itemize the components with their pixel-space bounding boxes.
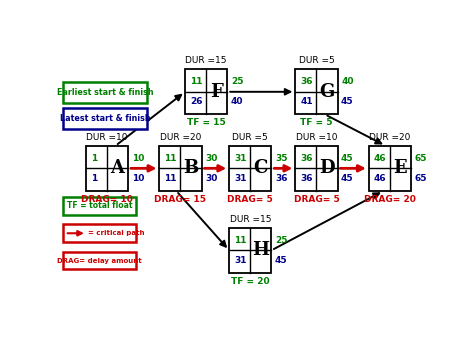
Text: TF = 15: TF = 15 [187, 119, 226, 127]
Text: DUR =10: DUR =10 [86, 133, 128, 142]
Text: DRAG= 5: DRAG= 5 [228, 195, 273, 204]
Text: H: H [252, 241, 269, 260]
Text: 10: 10 [132, 154, 144, 163]
Text: DUR =15: DUR =15 [185, 56, 227, 65]
Text: 11: 11 [164, 174, 177, 183]
Text: B: B [183, 159, 199, 178]
Text: 45: 45 [341, 174, 354, 183]
Text: DUR =15: DUR =15 [229, 215, 271, 224]
Bar [159, 146, 201, 191]
Text: TF = 5: TF = 5 [300, 119, 333, 127]
Text: 25: 25 [231, 77, 243, 86]
Text: 36: 36 [301, 77, 313, 86]
Text: 31: 31 [234, 154, 247, 163]
Text: 36: 36 [275, 174, 287, 183]
Text: DRAG= 20: DRAG= 20 [364, 195, 416, 204]
Text: TF = total float: TF = total float [67, 201, 132, 211]
Text: 40: 40 [231, 97, 243, 106]
Text: 25: 25 [275, 236, 287, 245]
Text: 45: 45 [341, 97, 354, 106]
Text: DUR =20: DUR =20 [369, 133, 410, 142]
Text: 1: 1 [91, 154, 97, 163]
Text: 35: 35 [275, 154, 287, 163]
Bar [295, 146, 337, 191]
Text: 40: 40 [341, 77, 354, 86]
Text: Latest start & finish: Latest start & finish [60, 114, 150, 123]
Text: 31: 31 [234, 256, 247, 265]
Text: A: A [110, 159, 125, 178]
Text: 36: 36 [301, 174, 313, 183]
Text: 1: 1 [91, 174, 97, 183]
Text: DRAG= 10: DRAG= 10 [81, 195, 133, 204]
Bar [63, 108, 147, 129]
Bar [295, 69, 337, 114]
Text: D: D [319, 159, 335, 178]
Text: 31: 31 [234, 174, 247, 183]
Text: Earliest start & finish: Earliest start & finish [57, 88, 154, 97]
Text: DUR =5: DUR =5 [232, 133, 268, 142]
Bar [63, 82, 147, 103]
Text: E: E [393, 159, 407, 178]
Text: DRAG= 15: DRAG= 15 [155, 195, 207, 204]
Text: 46: 46 [374, 154, 386, 163]
Bar [369, 146, 411, 191]
Text: 11: 11 [234, 236, 247, 245]
Text: 65: 65 [415, 154, 427, 163]
Text: G: G [319, 83, 335, 101]
Bar [229, 228, 272, 273]
Text: 65: 65 [415, 174, 427, 183]
Bar [86, 146, 128, 191]
Text: 36: 36 [301, 154, 313, 163]
Text: = critical path: = critical path [88, 230, 145, 236]
Text: DRAG= 5: DRAG= 5 [293, 195, 339, 204]
Text: 30: 30 [205, 174, 218, 183]
Bar [63, 197, 137, 215]
Text: DUR =5: DUR =5 [299, 56, 334, 65]
Text: DUR =20: DUR =20 [160, 133, 201, 142]
Text: 30: 30 [205, 154, 218, 163]
Text: 26: 26 [190, 97, 203, 106]
Text: 46: 46 [374, 174, 386, 183]
Bar [63, 224, 137, 242]
Text: 10: 10 [132, 174, 144, 183]
Text: C: C [254, 159, 268, 178]
Text: 45: 45 [275, 256, 287, 265]
Text: TF = 20: TF = 20 [231, 277, 270, 286]
Bar [63, 252, 137, 269]
Text: DUR =10: DUR =10 [296, 133, 337, 142]
Text: DRAG= delay amount: DRAG= delay amount [57, 258, 142, 264]
Bar [229, 146, 272, 191]
Text: 11: 11 [190, 77, 203, 86]
Bar [185, 69, 228, 114]
Text: 45: 45 [341, 154, 354, 163]
Text: 11: 11 [164, 154, 177, 163]
Text: F: F [210, 83, 223, 101]
Text: 41: 41 [301, 97, 313, 106]
